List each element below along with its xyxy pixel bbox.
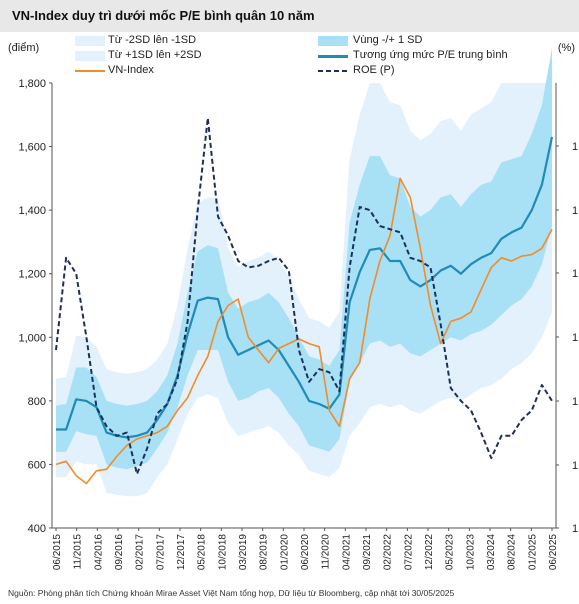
- legend-label-mid: Tương ứng mức P/E trung bình: [353, 49, 508, 61]
- x-tick-label: 06/2020: [300, 534, 311, 571]
- y2-tick-label: 1: [572, 332, 578, 344]
- x-tick-label: 11/2015: [73, 534, 84, 570]
- y2-tick-label: 1: [572, 396, 578, 408]
- x-tick-label: 10/2023: [465, 534, 476, 571]
- x-tick-label: 01/2020: [279, 534, 290, 571]
- x-tick-label: 04/2021: [341, 534, 352, 571]
- y2-tick-label: 1: [572, 205, 578, 217]
- x-tick-label: 11/2020: [321, 534, 332, 570]
- y-tick-label: 600: [28, 459, 46, 471]
- x-tick-label: 10/2018: [217, 534, 228, 571]
- chart-title: VN-Index duy trì dưới mốc P/E bình quân …: [12, 8, 315, 23]
- legend-label-band-lower: Từ -2SD lên -1SD: [108, 34, 197, 46]
- x-tick-label: 04/2016: [93, 534, 104, 571]
- x-tick-label: 07/2022: [403, 534, 414, 571]
- x-tick-label: 03/2019: [238, 534, 249, 571]
- y2-tick-label: 1: [572, 141, 578, 153]
- x-tick-label: 03/2024: [486, 534, 497, 571]
- y2-tick-label: 1: [572, 268, 578, 280]
- x-tick-label: 09/2021: [362, 534, 373, 571]
- legend-swatch-band-inner: [318, 36, 348, 46]
- legend-line-roe: [318, 70, 348, 72]
- series-line-roe: [55, 117, 553, 475]
- x-tick-label: 09/2016: [114, 534, 125, 571]
- x-tick-label: 05/2018: [197, 534, 208, 571]
- source-note: Nguồn: Phòng phân tích Chứng khoán Mirae…: [8, 588, 455, 598]
- legend-swatch-band-upper: [75, 51, 105, 61]
- y-tick-label: 400: [28, 523, 46, 535]
- y2-tick-label: 1: [572, 523, 578, 535]
- legend-line-vnindex: [75, 70, 105, 72]
- y-tick-label: 1,200: [18, 269, 46, 281]
- legend-label-band-upper: Từ +1SD lên +2SD: [108, 49, 202, 61]
- legend-swatch-band-lower: [75, 36, 105, 46]
- x-tick-label: 02/2022: [383, 534, 394, 571]
- x-tick-label: 06/2015: [52, 534, 63, 571]
- legend-label-roe: ROE (P): [353, 64, 395, 76]
- x-tick-label: 12/2022: [424, 534, 435, 571]
- y-tick-label: 1,800: [18, 78, 46, 90]
- x-tick-label: 06/2025: [548, 534, 559, 571]
- series-line-mid: [56, 136, 554, 439]
- legend-label-vnindex: VN-Index: [108, 64, 154, 76]
- x-tick-label: 01/2025: [527, 534, 538, 571]
- series-line-vnindex: [55, 177, 553, 485]
- x-tick-label: 07/2017: [155, 534, 166, 571]
- x-tick-label: 08/2024: [507, 534, 518, 571]
- x-tick-label: 05/2023: [445, 534, 456, 571]
- right-axis-unit: (%): [557, 42, 575, 54]
- legend-label-band-inner: Vùng -/+ 1 SD: [353, 34, 423, 46]
- x-tick-label: 12/2017: [176, 534, 187, 571]
- title-bar: [0, 0, 579, 32]
- y-tick-label: 1,400: [18, 205, 46, 217]
- y-tick-label: 800: [28, 396, 46, 408]
- left-axis-unit: (điểm): [8, 42, 40, 54]
- y-tick-label: 1,000: [18, 332, 46, 344]
- x-tick-label: 08/2019: [259, 534, 270, 571]
- y-tick-label: 1,600: [18, 142, 46, 154]
- legend-line-mid: [318, 55, 348, 58]
- y2-tick-label: 1: [572, 460, 578, 472]
- x-tick-label: 02/2017: [135, 534, 146, 571]
